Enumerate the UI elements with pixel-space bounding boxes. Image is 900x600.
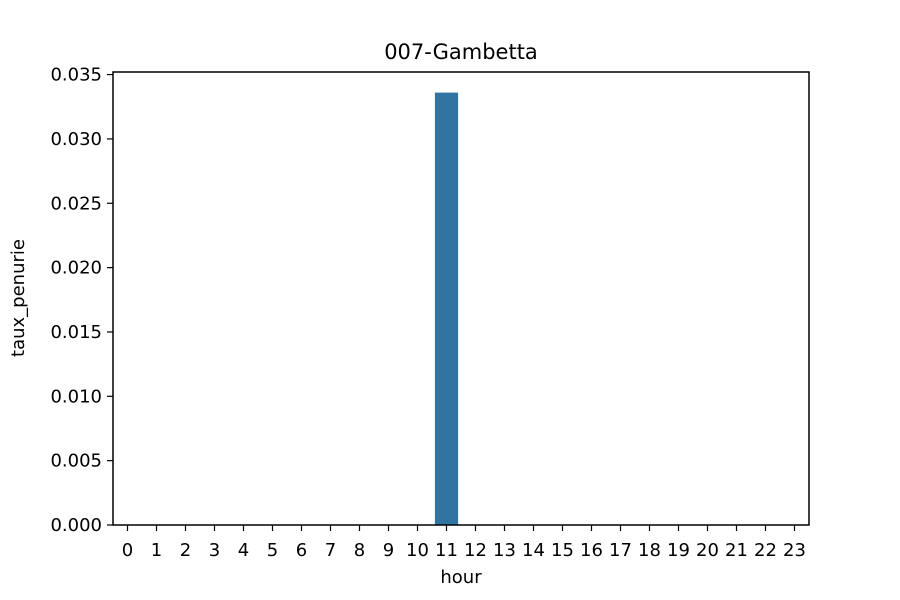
x-tick-label: 19 [667,540,690,561]
bar-hour-11 [434,92,459,525]
x-tick-label: 0 [122,540,133,561]
x-tick-label: 1 [151,540,162,561]
x-tick-label: 20 [696,540,719,561]
x-tick-label: 21 [725,540,748,561]
x-tick-label: 18 [638,540,661,561]
y-tick-label: 0.000 [50,515,102,536]
x-tick-label: 10 [406,540,429,561]
x-tick-label: 13 [493,540,516,561]
x-tick-label: 7 [325,540,336,561]
y-tick-label: 0.025 [50,193,102,214]
x-axis-title: hour [440,567,482,588]
y-axis-title: taux_penurie [8,239,29,357]
y-tick-label: 0.035 [50,65,102,86]
x-tick-label: 6 [296,540,307,561]
chart-title: 007-Gambetta [384,40,538,64]
x-tick-label: 12 [464,540,487,561]
y-tick-label: 0.020 [50,258,102,279]
bars-group [434,92,459,525]
x-tick-label: 11 [435,540,458,561]
x-tick-label: 23 [783,540,806,561]
x-tick-label: 5 [267,540,278,561]
x-tick-label: 8 [354,540,365,561]
plot-area-frame [112,71,810,526]
x-tick-label: 4 [238,540,249,561]
x-tick-label: 3 [209,540,220,561]
y-tick-label: 0.030 [50,129,102,150]
x-tick-label: 2 [180,540,191,561]
x-tick-label: 22 [754,540,777,561]
y-tick-label: 0.015 [50,322,102,343]
y-axis: 0.000 0.005 0.010 0.015 0.020 0.025 0.030 0.035 [50,65,113,536]
x-axis: 0 1 2 3 4 5 6 7 8 9 10 11 12 13 14 15 16 17 18 19 20 21 22 23 [122,525,806,561]
x-tick-label: 14 [522,540,545,561]
y-tick-label: 0.010 [50,386,102,407]
x-tick-label: 9 [383,540,394,561]
x-tick-label: 15 [551,540,574,561]
y-tick-label: 0.005 [50,451,102,472]
x-tick-label: 16 [580,540,603,561]
x-tick-label: 17 [609,540,632,561]
